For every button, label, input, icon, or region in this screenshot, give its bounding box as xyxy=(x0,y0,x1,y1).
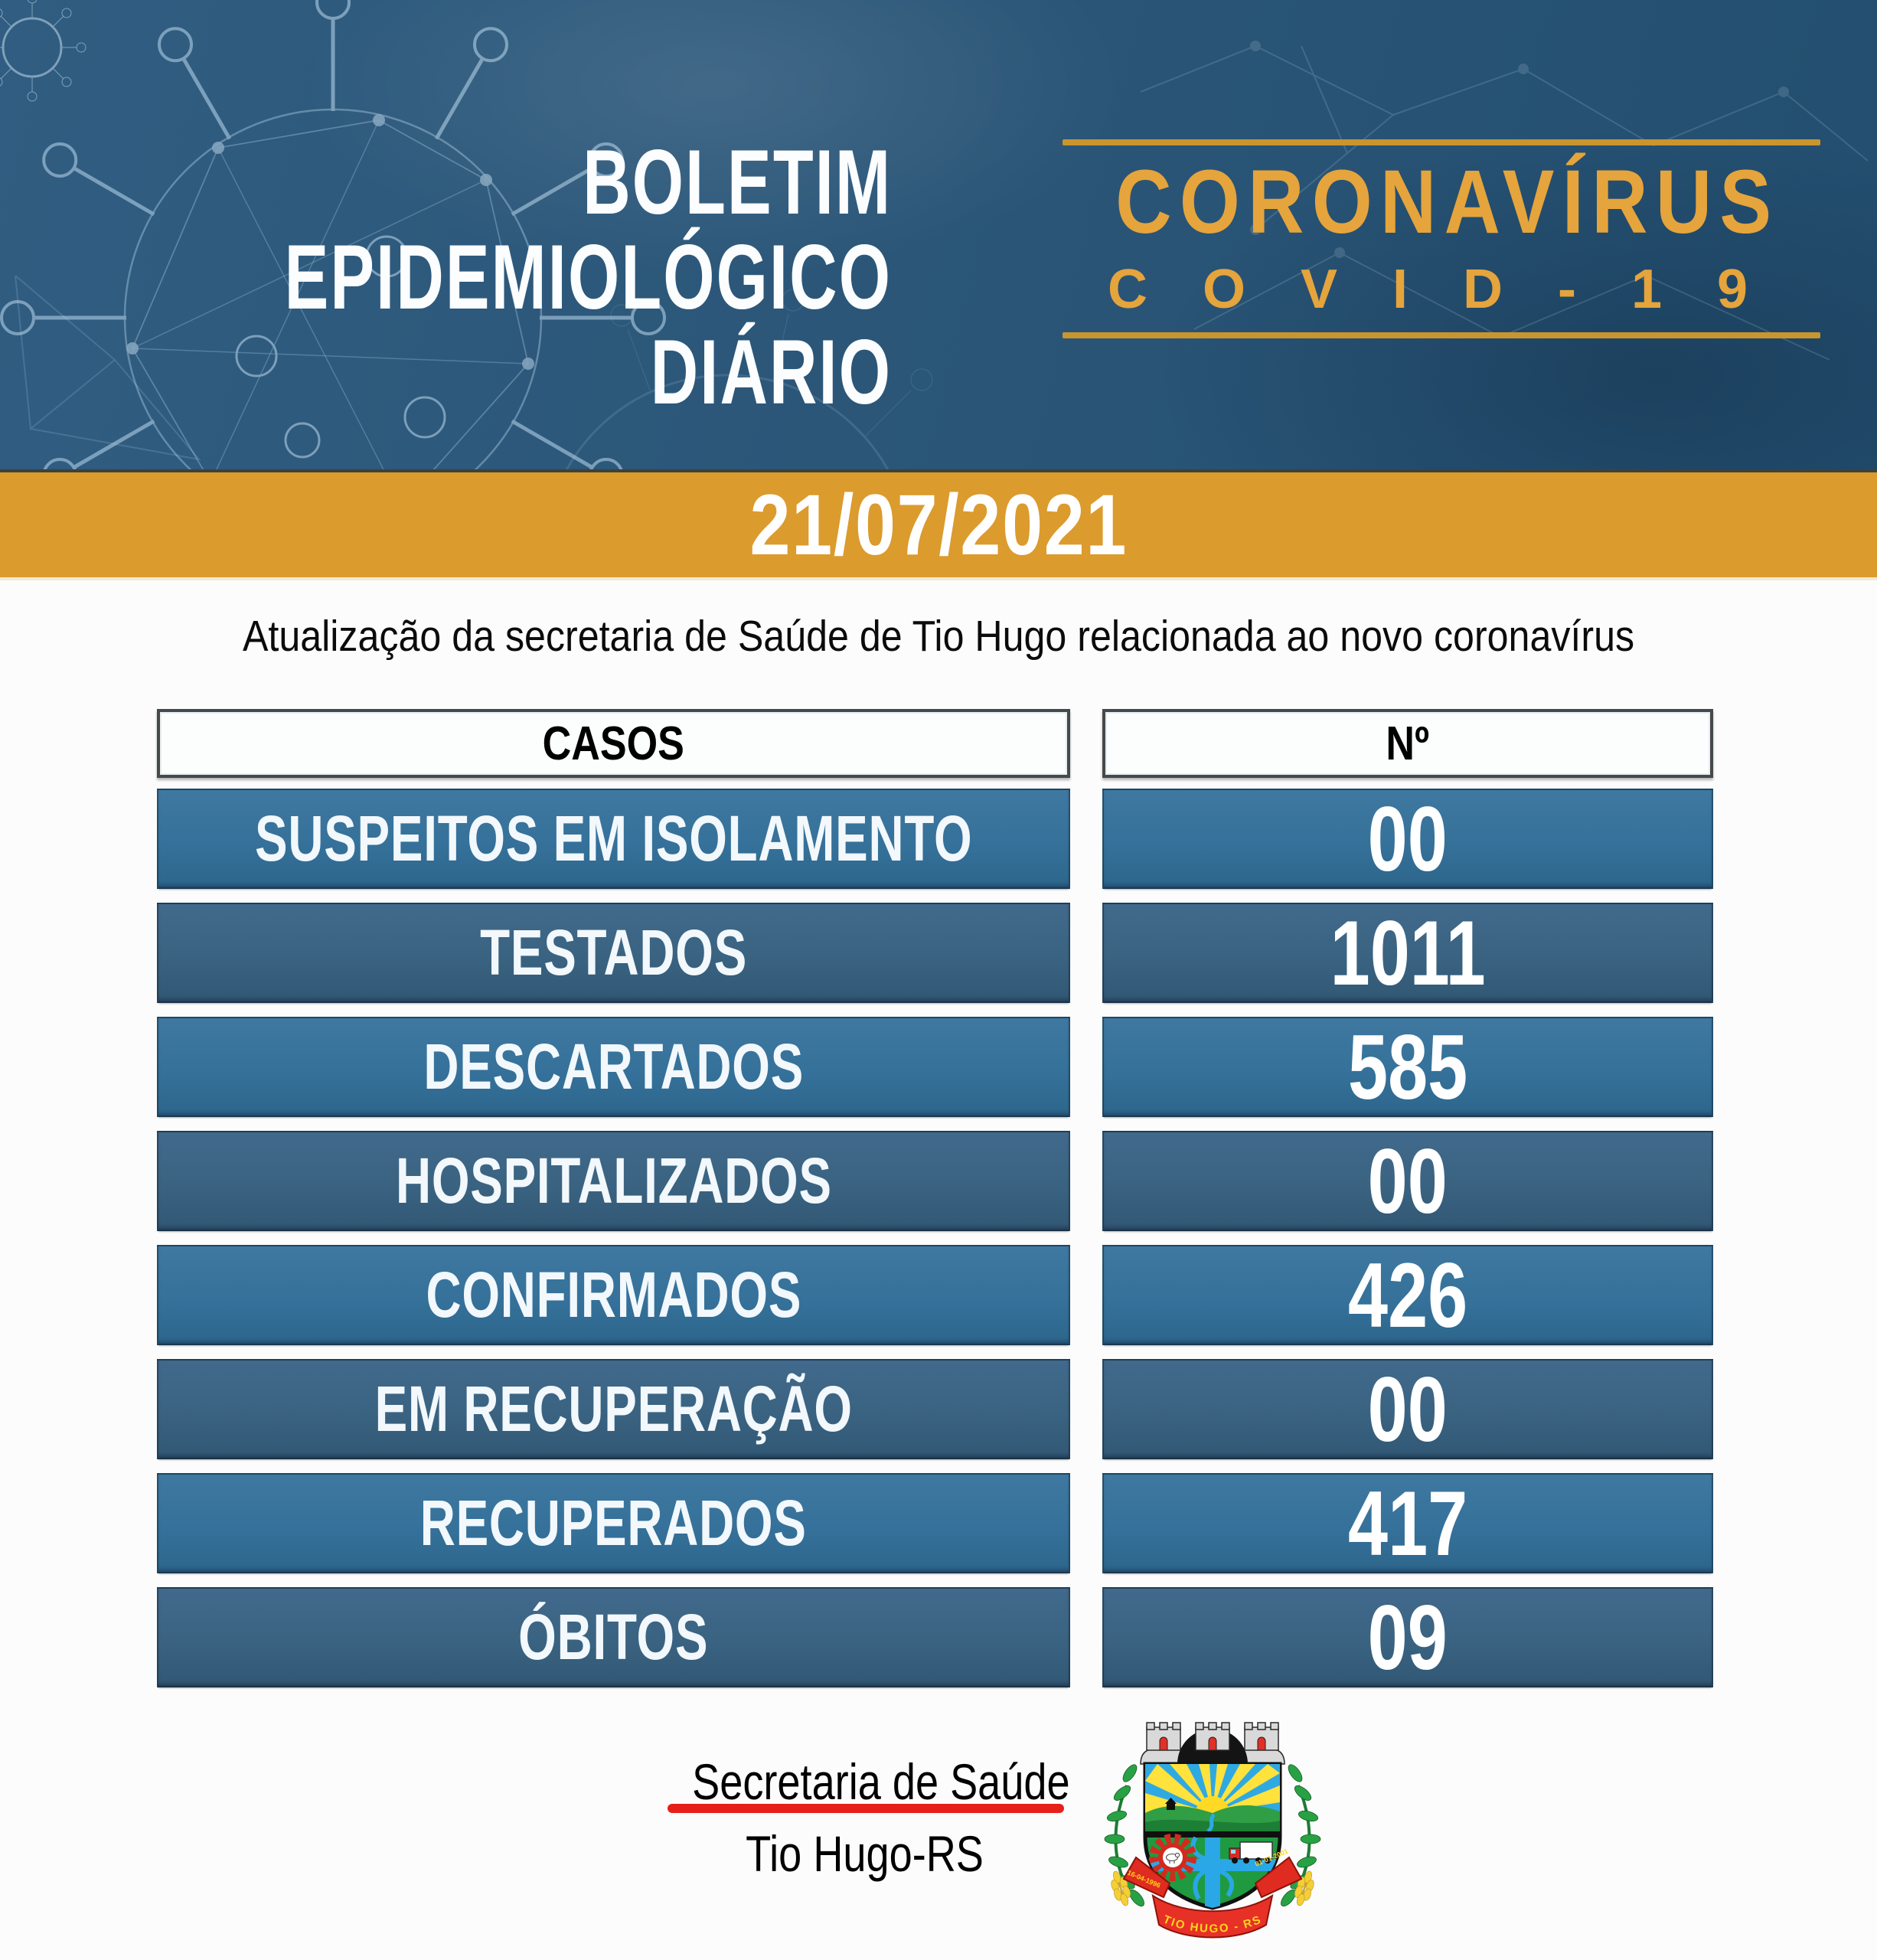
wheat-icon xyxy=(1111,1870,1131,1906)
footer-municipio: Tio Hugo-RS xyxy=(651,1825,1079,1882)
table-row-label: EM RECUPERAÇÃO xyxy=(157,1359,1070,1459)
case-count: 00 xyxy=(1367,787,1448,890)
case-label: EM RECUPERAÇÃO xyxy=(374,1373,853,1445)
table-row-value: 417 xyxy=(1102,1472,1713,1575)
crest-shield xyxy=(1143,1762,1282,1910)
bulletin-date: 21/07/2021 xyxy=(749,477,1128,573)
table-row-value: 426 xyxy=(1102,1243,1713,1347)
title-line-3: DIÁRIO xyxy=(650,321,892,423)
river-line xyxy=(1206,1813,1216,1833)
coronavirus-brand: CORONAVÍRUS COVID-19 xyxy=(1063,139,1820,338)
table-row-label: DESCARTADOS xyxy=(157,1017,1070,1117)
table-row-label: RECUPERADOS xyxy=(157,1473,1070,1573)
triangle-mesh-art xyxy=(15,275,201,461)
case-label: DESCARTADOS xyxy=(423,1031,804,1102)
table-row-value: 00 xyxy=(1102,787,1713,890)
case-count: 426 xyxy=(1347,1243,1468,1347)
footer-secretaria: Secretaria de Saúde xyxy=(651,1753,1079,1810)
table-row-value: 585 xyxy=(1102,1015,1713,1119)
virus-wireframe-icon xyxy=(0,0,666,469)
case-count: 585 xyxy=(1347,1015,1468,1119)
case-count: 417 xyxy=(1347,1472,1468,1575)
subtitle-text: Atualização da secretaria de Saúde de Ti… xyxy=(242,612,1635,661)
case-count: 09 xyxy=(1367,1586,1448,1689)
coronavirus-title: CORONAVÍRUS xyxy=(1115,152,1780,253)
case-label: CONFIRMADOS xyxy=(426,1259,801,1331)
table-row-label: SUSPEITOS EM ISOLAMENTO xyxy=(157,789,1070,889)
house-icon xyxy=(1165,1798,1177,1810)
case-count: 00 xyxy=(1367,1129,1448,1233)
table-row-label: CONFIRMADOS xyxy=(157,1245,1070,1345)
red-underline xyxy=(668,1804,1064,1813)
table-row-value: 09 xyxy=(1102,1586,1713,1689)
date-banner: 21/07/2021 xyxy=(0,469,1877,580)
crest-branch-left xyxy=(1104,1764,1144,1907)
gold-rule-bottom xyxy=(1063,332,1820,338)
numero-header-label: Nº xyxy=(1386,717,1430,770)
truck-icon xyxy=(1229,1841,1273,1864)
table-row-label: ÓBITOS xyxy=(157,1587,1070,1687)
bulletin-title: BOLETIM EPIDEMIOLÓGICO DIÁRIO xyxy=(285,135,892,420)
table-row-value: 00 xyxy=(1102,1357,1713,1461)
virus-network-art xyxy=(0,0,1869,469)
table-row-label: TESTADOS xyxy=(157,903,1070,1003)
title-line-1: BOLETIM xyxy=(583,131,892,234)
secretaria-text: Secretaria de Saúde xyxy=(692,1753,1070,1810)
small-virus-icon xyxy=(0,0,87,102)
subtitle: Atualização da secretaria de Saúde de Ti… xyxy=(0,611,1877,662)
sun-rays xyxy=(1145,1764,1280,1813)
header-banner: BOLETIM EPIDEMIOLÓGICO DIÁRIO CORONAVÍRU… xyxy=(0,0,1877,469)
case-label: HOSPITALIZADOS xyxy=(395,1145,832,1217)
title-line-2: EPIDEMIOLÓGICO xyxy=(284,226,892,328)
case-count: 1011 xyxy=(1330,901,1486,1004)
table-row-label: HOSPITALIZADOS xyxy=(157,1131,1070,1231)
table-header-numero: Nº xyxy=(1102,709,1713,778)
table-row-value: 00 xyxy=(1102,1129,1713,1233)
crest-castle xyxy=(1140,1722,1285,1765)
case-label: SUSPEITOS EM ISOLAMENTO xyxy=(254,802,973,874)
covid19-label: COVID-19 xyxy=(1107,259,1804,320)
ghost-virus-art xyxy=(565,289,933,469)
case-count: 00 xyxy=(1367,1357,1448,1461)
case-label: TESTADOS xyxy=(480,916,747,988)
gear-cow-icon xyxy=(1149,1834,1196,1881)
tio-hugo-coat-of-arms: TIO HUGO - RS 16-04-1996 01-01-2001 xyxy=(1104,1722,1321,1939)
case-label: RECUPERADOS xyxy=(420,1487,807,1559)
municipio-text: Tio Hugo-RS xyxy=(746,1825,984,1882)
table-row-value: 1011 xyxy=(1102,901,1713,1004)
table-header-casos: CASOS xyxy=(157,709,1070,778)
case-label: ÓBITOS xyxy=(518,1601,709,1673)
casos-header-label: CASOS xyxy=(542,717,685,770)
gold-rule-top xyxy=(1063,139,1820,145)
